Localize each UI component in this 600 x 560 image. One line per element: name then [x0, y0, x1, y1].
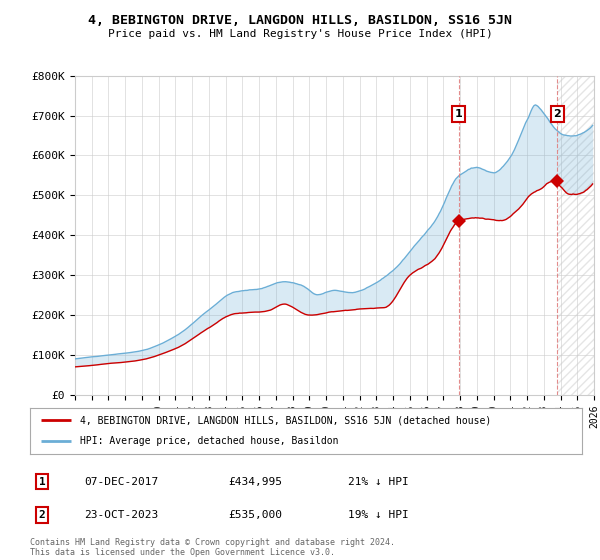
Text: Price paid vs. HM Land Registry's House Price Index (HPI): Price paid vs. HM Land Registry's House … — [107, 29, 493, 39]
Text: 4, BEBINGTON DRIVE, LANGDON HILLS, BASILDON, SS16 5JN: 4, BEBINGTON DRIVE, LANGDON HILLS, BASIL… — [88, 14, 512, 27]
Text: 2: 2 — [38, 510, 46, 520]
Text: £535,000: £535,000 — [228, 510, 282, 520]
Text: 1: 1 — [38, 477, 46, 487]
Text: 21% ↓ HPI: 21% ↓ HPI — [348, 477, 409, 487]
Text: 1: 1 — [455, 109, 463, 119]
Text: £434,995: £434,995 — [228, 477, 282, 487]
Text: 19% ↓ HPI: 19% ↓ HPI — [348, 510, 409, 520]
Text: 23-OCT-2023: 23-OCT-2023 — [84, 510, 158, 520]
Text: HPI: Average price, detached house, Basildon: HPI: Average price, detached house, Basi… — [80, 436, 338, 446]
Text: Contains HM Land Registry data © Crown copyright and database right 2024.
This d: Contains HM Land Registry data © Crown c… — [30, 538, 395, 557]
Text: 07-DEC-2017: 07-DEC-2017 — [84, 477, 158, 487]
Text: 2: 2 — [553, 109, 561, 119]
Text: 4, BEBINGTON DRIVE, LANGDON HILLS, BASILDON, SS16 5JN (detached house): 4, BEBINGTON DRIVE, LANGDON HILLS, BASIL… — [80, 415, 491, 425]
